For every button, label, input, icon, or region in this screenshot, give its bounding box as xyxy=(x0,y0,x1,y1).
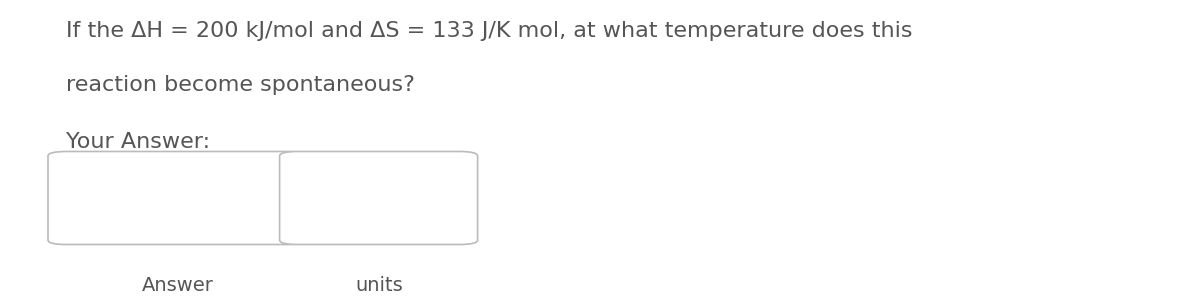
Text: Your Answer:: Your Answer: xyxy=(66,132,210,152)
Text: reaction become spontaneous?: reaction become spontaneous? xyxy=(66,75,415,95)
FancyBboxPatch shape xyxy=(48,152,306,244)
FancyBboxPatch shape xyxy=(280,152,478,244)
Text: If the ΔH = 200 kJ/mol and ΔS = 133 J/K mol, at what temperature does this: If the ΔH = 200 kJ/mol and ΔS = 133 J/K … xyxy=(66,21,912,41)
Text: units: units xyxy=(355,276,403,295)
Text: Answer: Answer xyxy=(142,276,214,295)
